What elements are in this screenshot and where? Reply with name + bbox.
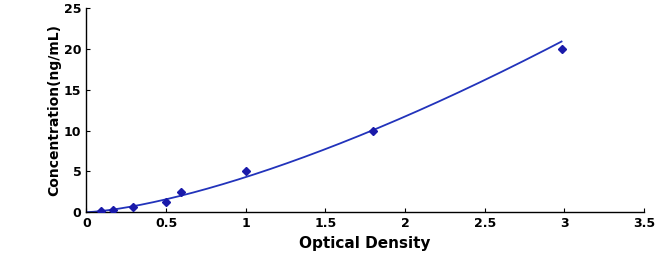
Y-axis label: Concentration(ng/mL): Concentration(ng/mL): [47, 24, 61, 196]
X-axis label: Optical Density: Optical Density: [299, 236, 431, 251]
